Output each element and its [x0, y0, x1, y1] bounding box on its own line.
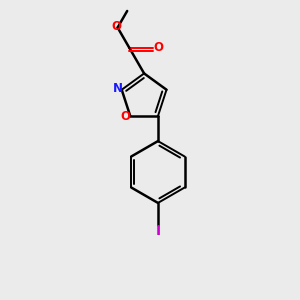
Text: N: N	[113, 82, 123, 95]
Text: O: O	[111, 20, 121, 33]
Text: O: O	[154, 41, 164, 54]
Text: I: I	[155, 224, 160, 239]
Text: O: O	[120, 110, 130, 123]
